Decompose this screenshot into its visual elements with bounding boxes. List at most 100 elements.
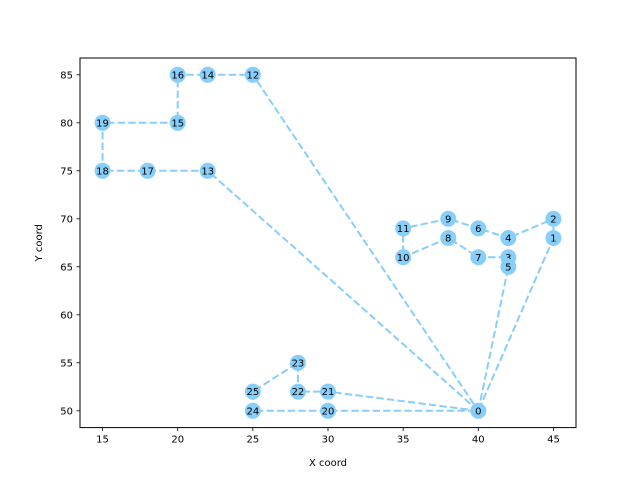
- node-label: 5: [505, 262, 511, 273]
- x-tick-label: 20: [171, 435, 184, 446]
- node-marker: [244, 402, 261, 419]
- y-tick-label: 85: [60, 70, 73, 81]
- node-label: 25: [246, 387, 259, 398]
- node-label: 4: [505, 234, 511, 245]
- node-marker: [244, 383, 261, 400]
- x-tick-label: 45: [547, 435, 560, 446]
- node-marker: [320, 383, 336, 400]
- node-label: 10: [397, 253, 410, 264]
- node-marker: [500, 258, 517, 275]
- node-6: 6: [470, 220, 487, 237]
- x-tick-label: 35: [397, 435, 410, 446]
- node-15: 15: [169, 114, 186, 131]
- node-marker: [395, 249, 412, 266]
- nodes-layer: 0123456789101112131415161718192021222324…: [94, 66, 562, 419]
- node-marker: [169, 66, 186, 83]
- node-label: 7: [475, 253, 481, 264]
- node-marker: [94, 162, 111, 179]
- node-23: 23: [289, 354, 306, 371]
- node-4: 4: [500, 230, 517, 246]
- node-13: 13: [199, 162, 216, 179]
- node-marker: [545, 230, 562, 246]
- route-path-2: [101, 73, 480, 412]
- y-tick-label: 70: [60, 214, 73, 225]
- node-label: 22: [292, 387, 305, 398]
- node-label: 11: [397, 224, 410, 235]
- x-tick-label: 30: [322, 435, 335, 446]
- node-25: 25: [244, 383, 261, 400]
- node-16: 16: [169, 66, 186, 83]
- node-marker: [320, 402, 336, 419]
- node-22: 22: [289, 383, 306, 400]
- node-17: 17: [139, 162, 156, 179]
- node-marker: [139, 162, 156, 179]
- node-8: 8: [440, 230, 457, 246]
- y-tick-label: 75: [60, 166, 73, 177]
- node-marker: [545, 210, 562, 227]
- x-tick-label: 40: [472, 435, 485, 446]
- node-5: 5: [500, 258, 517, 275]
- y-axis-ticks: 50 55 60 65 70 75 80 85: [60, 70, 80, 417]
- node-label: 0: [475, 406, 481, 417]
- node-label: 8: [445, 234, 451, 245]
- node-marker: [395, 220, 412, 237]
- node-label: 2: [550, 214, 556, 225]
- node-7: 7: [470, 249, 487, 266]
- node-label: 16: [171, 70, 184, 81]
- node-label: 12: [246, 70, 259, 81]
- node-label: 3: [505, 253, 511, 264]
- node-18: 18: [94, 162, 111, 179]
- y-tick-label: 50: [60, 406, 73, 417]
- node-label: 24: [246, 406, 259, 417]
- node-marker: [244, 66, 261, 83]
- node-19: 19: [94, 114, 111, 131]
- node-label: 21: [322, 387, 335, 398]
- x-tick-label: 15: [96, 435, 109, 446]
- node-1: 1: [545, 230, 562, 246]
- y-tick-label: 60: [60, 310, 73, 321]
- node-label: 23: [292, 358, 305, 369]
- node-0: 0: [470, 402, 487, 419]
- node-2: 2: [545, 210, 562, 227]
- node-marker: [470, 249, 487, 266]
- node-marker: [289, 383, 306, 400]
- node-10: 10: [395, 249, 412, 266]
- node-label: 9: [445, 214, 451, 225]
- node-label: 18: [96, 166, 109, 177]
- node-marker: [199, 162, 216, 179]
- y-tick-label: 65: [60, 262, 73, 273]
- node-9: 9: [440, 210, 457, 227]
- node-20: 20: [320, 402, 336, 419]
- y-axis-label: Y coord: [34, 224, 45, 262]
- node-marker: [470, 220, 487, 237]
- node-label: 20: [322, 406, 335, 417]
- node-marker: [289, 354, 306, 371]
- node-label: 14: [201, 70, 214, 81]
- node-label: 17: [141, 166, 154, 177]
- node-label: 1: [550, 234, 556, 245]
- node-21: 21: [320, 383, 336, 400]
- route-path-3: [251, 360, 479, 412]
- y-tick-label: 80: [60, 118, 73, 129]
- node-14: 14: [199, 66, 216, 83]
- node-label: 6: [475, 224, 481, 235]
- x-axis-ticks: 15 20 25 30 35 40 45: [96, 427, 560, 446]
- x-axis-label: X coord: [309, 458, 347, 469]
- x-tick-label: 25: [246, 435, 259, 446]
- node-24: 24: [244, 402, 261, 419]
- node-11: 11: [395, 220, 412, 237]
- node-marker: [199, 66, 216, 83]
- node-marker: [94, 114, 111, 131]
- node-label: 19: [96, 118, 109, 129]
- y-tick-label: 55: [60, 358, 73, 369]
- node-marker: [470, 402, 487, 419]
- node-12: 12: [244, 66, 261, 83]
- node-marker: [440, 230, 457, 246]
- node-label: 15: [171, 118, 184, 129]
- node-marker: [169, 114, 186, 131]
- node-label: 13: [201, 166, 214, 177]
- node-marker: [500, 230, 517, 246]
- node-marker: [440, 210, 457, 227]
